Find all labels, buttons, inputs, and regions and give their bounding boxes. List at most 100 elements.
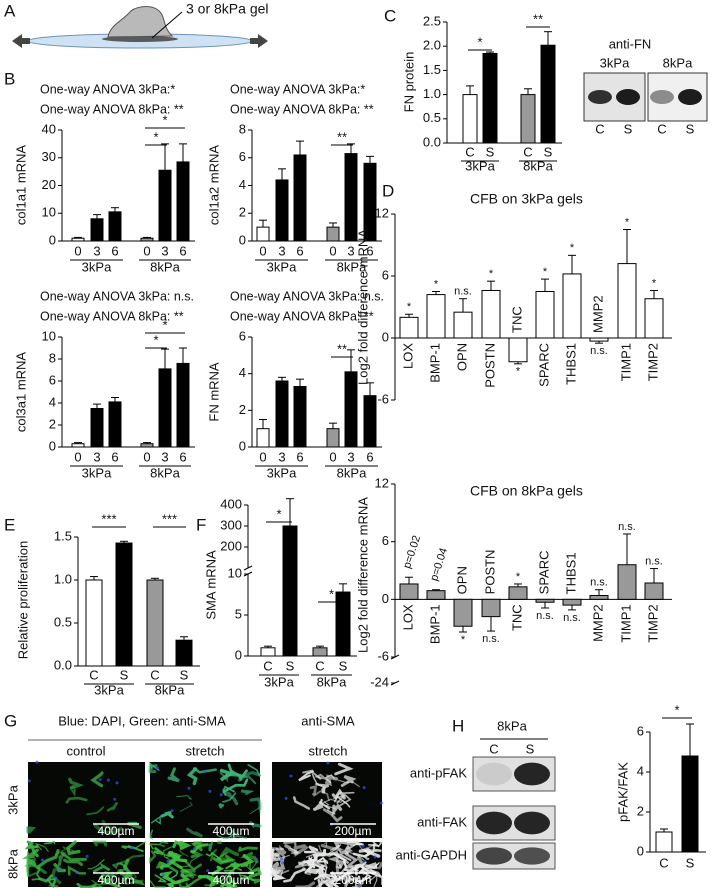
bar-label: n.s. bbox=[536, 610, 554, 622]
bar bbox=[293, 154, 307, 242]
significance-label: * bbox=[153, 129, 158, 144]
x-tick-label: TNC bbox=[509, 306, 524, 333]
cell-texture bbox=[93, 862, 110, 873]
blot-image bbox=[472, 842, 556, 870]
cell-texture bbox=[43, 841, 56, 845]
x-tick-label: TNC bbox=[509, 604, 524, 631]
bar bbox=[108, 401, 122, 448]
nucleus bbox=[362, 859, 366, 863]
nucleus bbox=[41, 858, 45, 862]
bar bbox=[282, 525, 298, 657]
micrograph bbox=[148, 839, 263, 888]
error-bar bbox=[111, 207, 119, 212]
y-axis-label: col1a1 mRNA bbox=[13, 145, 28, 226]
cell-texture bbox=[324, 841, 328, 847]
bar-label: p=0.02 bbox=[401, 534, 423, 570]
panel-letter: B bbox=[4, 69, 15, 88]
y-tick-label: 1.0 bbox=[54, 571, 72, 586]
cell-texture bbox=[372, 841, 384, 848]
error-bar bbox=[459, 298, 467, 313]
error-bar bbox=[74, 236, 82, 239]
blot-row-label: anti-FAK bbox=[417, 814, 467, 829]
cell-texture bbox=[308, 857, 328, 869]
bar bbox=[535, 598, 555, 603]
y-tick-label: 400 bbox=[220, 496, 242, 511]
y-tick-label: 0 bbox=[637, 843, 644, 858]
cell-texture bbox=[46, 877, 56, 888]
cell-texture bbox=[353, 875, 368, 883]
cell-texture bbox=[69, 785, 76, 798]
cell-texture bbox=[176, 865, 198, 878]
cell-texture bbox=[223, 778, 249, 793]
bar bbox=[644, 298, 664, 339]
x-tick-label: S bbox=[180, 667, 189, 682]
y-tick-label: 4 bbox=[239, 177, 246, 192]
bar-label: * bbox=[652, 277, 657, 289]
nucleus bbox=[280, 857, 284, 861]
nucleus bbox=[106, 778, 110, 782]
x-tick-label: C bbox=[150, 667, 159, 682]
blot-group-label: 8kPa bbox=[663, 55, 693, 70]
error-bar bbox=[161, 143, 169, 171]
y-tick-label: 0.5 bbox=[54, 614, 72, 629]
bar bbox=[176, 362, 190, 448]
annotation: One-way ANOVA 8kPa: ** bbox=[40, 309, 184, 323]
nucleus bbox=[54, 876, 58, 880]
bar bbox=[482, 52, 498, 144]
bar bbox=[617, 263, 637, 339]
x-tick-label: POSTN bbox=[482, 343, 497, 388]
significance-label: ** bbox=[337, 341, 347, 356]
significance-label: *** bbox=[101, 511, 116, 526]
x-tick-label: TIMP1 bbox=[618, 343, 633, 381]
cell-texture bbox=[229, 863, 243, 871]
blot-row-label: anti-GAPDH bbox=[395, 847, 467, 862]
blot-lane-label: C bbox=[657, 121, 666, 136]
nucleus bbox=[57, 866, 61, 870]
cell-texture bbox=[66, 840, 81, 856]
bar-label: * bbox=[461, 634, 466, 646]
bar bbox=[344, 153, 358, 242]
cell-texture bbox=[183, 859, 202, 871]
x-tick-label: C bbox=[659, 855, 668, 870]
cell-texture bbox=[363, 850, 374, 860]
y-tick-label: 1.5 bbox=[54, 528, 72, 543]
x-tick-label: SPARC bbox=[536, 343, 551, 387]
blot-lane-label: S bbox=[686, 121, 695, 136]
significance-label: * bbox=[162, 317, 167, 332]
cell-texture bbox=[315, 782, 330, 789]
error-bar bbox=[623, 229, 631, 264]
x-tick-label: 3 bbox=[347, 243, 354, 258]
bar-label: n.s. bbox=[590, 345, 608, 357]
bar bbox=[256, 226, 270, 242]
y-axis-label: Relative proliferation bbox=[15, 541, 30, 660]
error-bar bbox=[466, 85, 474, 95]
x-tick-label: S bbox=[486, 144, 495, 159]
cell-texture bbox=[247, 866, 263, 878]
bar-label: * bbox=[516, 571, 521, 583]
cell-texture bbox=[344, 843, 357, 851]
error-bar bbox=[329, 422, 337, 429]
row-label: 8kPa bbox=[5, 848, 20, 878]
cell-texture bbox=[179, 801, 193, 812]
bar bbox=[399, 316, 419, 339]
error-bar bbox=[568, 605, 576, 611]
cell-texture bbox=[68, 777, 85, 790]
blot-lane-label: S bbox=[526, 741, 535, 756]
cell-texture bbox=[160, 859, 177, 870]
error-bar bbox=[90, 576, 98, 580]
y-tick-label: 6 bbox=[239, 328, 246, 343]
cell-texture bbox=[178, 840, 192, 851]
bar bbox=[140, 237, 154, 242]
blot-lane-label: C bbox=[489, 741, 498, 756]
cell-texture bbox=[368, 861, 384, 870]
cell-texture bbox=[344, 875, 352, 888]
substrate-diagram bbox=[12, 6, 268, 49]
bar bbox=[175, 639, 193, 667]
y-tick-label: 8 bbox=[239, 121, 246, 136]
error-bar bbox=[366, 382, 374, 396]
nucleus bbox=[113, 797, 117, 801]
error-bar bbox=[120, 540, 128, 544]
x-tick-label: OPN bbox=[454, 566, 469, 594]
bar bbox=[85, 579, 103, 667]
y-tick-label: 1.0 bbox=[423, 86, 441, 101]
